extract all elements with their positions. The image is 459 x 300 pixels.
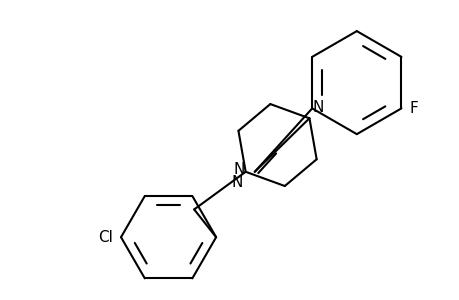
Text: N: N xyxy=(231,175,242,190)
Text: F: F xyxy=(409,101,417,116)
Text: N: N xyxy=(312,100,323,115)
Text: N: N xyxy=(233,162,244,177)
Text: Cl: Cl xyxy=(98,230,113,245)
